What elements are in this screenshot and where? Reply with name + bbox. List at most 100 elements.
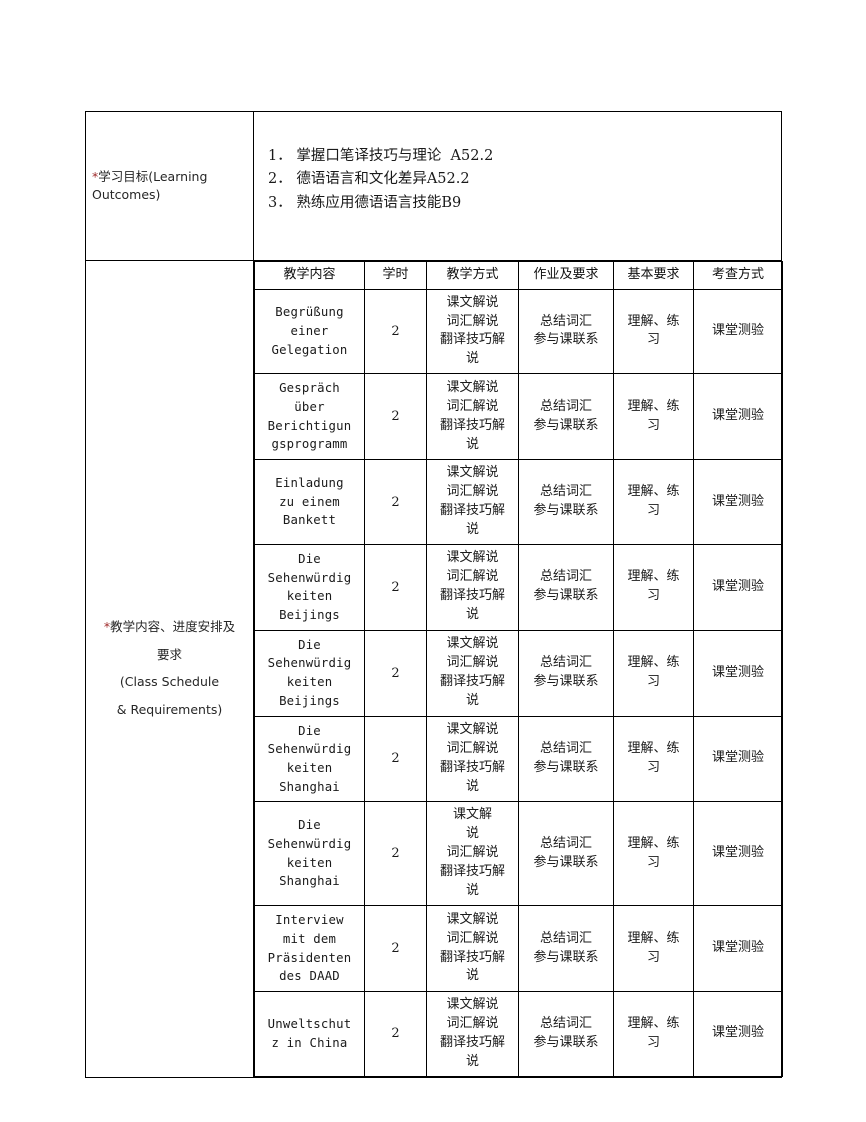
cell-topic-line: des DAAD [279,969,340,984]
cell-homework: 总结词汇 参与课联系 [518,801,614,907]
cell-method-line: 课文解说 [446,379,499,395]
cell-method-line: 翻译技巧解 [439,332,505,348]
cell-topic-line: Die [298,552,321,567]
syllabus-sheet: *学习目标(Learning Outcomes) 1． 掌握口笔译技巧与理论 A5… [85,111,783,1078]
cell-method-line: 课文解说 [446,294,499,310]
cell-assessment: 课堂测验 [693,629,783,717]
cell-topic-line: Einladung [275,476,344,491]
cell-homework: 总结词汇 参与课联系 [518,459,614,546]
cell-method-line: 说 [465,826,479,842]
cell-method-line: 说 [465,968,479,984]
cell-topic-line: Unweltschut [267,1017,352,1032]
cell-assessment-line: 课堂测验 [711,493,764,509]
cell-method-line: 翻译技巧解 [439,1034,505,1050]
cell-topic-line: z in China [271,1035,348,1050]
cell-assessment: 课堂测验 [693,459,783,546]
cell-assessment: 课堂测验 [693,905,783,992]
cell-topic: Einladung zu einem Bankett [254,459,365,546]
cell-requirement-line: 习 [646,588,660,604]
required-asterisk-icon: * [103,618,111,634]
column-header-topic: 教学内容 [254,261,365,290]
cell-assessment: 课堂测验 [693,715,783,803]
cell-requirement-line: 理解、练 [627,313,680,329]
cell-requirement-line: 习 [646,674,660,690]
class-schedule-row: *教学内容、进度安排及 要求 (Class Schedule & Require… [85,260,783,1078]
cell-topic: Die Sehenwürdig keiten Beijings [254,544,365,631]
column-header-assessment: 考查方式 [693,261,783,290]
cell-requirement: 理解、练习 [613,990,694,1077]
cell-requirement-line: 理解、练 [627,930,680,946]
cell-method-line: 翻译技巧解 [439,503,505,519]
cell-topic-line: Sehenwürdig [267,837,352,852]
cell-topic-line: keiten [286,589,333,604]
cell-homework: 总结词汇 参与课联系 [518,905,614,992]
cell-requirement-line: 理解、练 [627,484,680,500]
class-schedule-label-line1: *教学内容、进度安排及 [94,618,245,637]
schedule-row: Die Sehenwürdig keiten Beijings 2 课文解说 词汇解说 翻译技… [254,544,783,631]
cell-method-line: 翻译技巧解 [439,588,505,604]
cell-topic-line: Die [298,637,321,652]
cell-topic-line: Begrüßung [275,305,344,320]
cell-method-line: 说 [465,693,479,709]
cell-requirement-line: 习 [646,759,660,775]
learning-outcomes-label-line2: Outcomes) [92,187,161,202]
cell-method-line: 课文解说 [446,996,499,1012]
cell-hours: 2 [364,459,427,546]
cell-method-line: 说 [465,778,479,794]
cell-requirement-line: 习 [646,854,660,870]
cell-hours: 2 [364,801,427,907]
cell-assessment: 课堂测验 [693,544,783,631]
cell-method-line: 词汇解说 [446,398,499,414]
cell-method-line: 说 [465,351,479,367]
cell-homework-line: 总结词汇 [539,835,592,851]
cell-requirement: 理解、练习 [613,905,694,992]
cell-method-line: 说 [465,607,479,623]
schedule-row: Gespräch über Berichtigun gsprogramm 2 课文解说 词汇… [254,373,783,461]
cell-method-line: 说 [465,522,479,538]
class-schedule-content-cell: 教学内容 学时 教学方式 作业及要求 基本要求 考查方式 Begrüßung ei… [253,260,783,1078]
cell-homework-line: 参与课联系 [533,332,599,348]
cell-method: 课文解说词汇解说翻译技巧解说 [426,715,519,803]
cell-requirement-line: 习 [646,417,660,433]
cell-method: 课文解说词汇解说翻译技巧解说 [426,373,519,461]
cell-hours: 2 [364,905,427,992]
cell-requirement: 理解、练习 [613,288,694,375]
cell-homework-line: 总结词汇 [539,930,592,946]
cell-assessment-line: 课堂测验 [711,408,764,424]
cell-method-line: 翻译技巧解 [439,417,505,433]
learning-outcomes-content-cell: 1． 掌握口笔译技巧与理论 A52.2 2． 德语语言和文化差异A52.2 3．… [253,111,782,261]
cell-topic: Die Sehenwürdig keiten Beijings [254,629,365,717]
cell-homework: 总结词汇 参与课联系 [518,373,614,461]
learning-outcome-item: 3． 熟练应用德语语言技能B9 [268,194,462,211]
cell-requirement-line: 理解、练 [627,835,680,851]
cell-topic-line: Shanghai [279,874,340,889]
cell-requirement-line: 理解、练 [627,655,680,671]
cell-method-line: 课文解说 [446,550,499,566]
cell-method-line: 说 [465,1053,479,1069]
cell-assessment-line: 课堂测验 [711,578,764,594]
cell-method-line: 课文解 [452,807,492,823]
cell-hours: 2 [364,544,427,631]
cell-topic-line: Gespräch [279,381,340,396]
cell-assessment-line: 课堂测验 [711,845,764,861]
cell-hours: 2 [364,288,427,375]
schedule-body: Begrüßung einer Gelegation 2 课文解说 词汇解说 翻译技巧解说总… [254,288,783,1077]
cell-assessment: 课堂测验 [693,288,783,375]
cell-homework-line: 参与课联系 [533,854,599,870]
cell-homework-line: 参与课联系 [533,949,599,965]
cell-topic: Die Sehenwürdig keiten Shanghai [254,801,365,907]
cell-requirement-line: 习 [646,949,660,965]
cell-homework-line: 总结词汇 [539,655,592,671]
syllabus-table: *学习目标(Learning Outcomes) 1． 掌握口笔译技巧与理论 A5… [85,111,783,1078]
schedule-row: Begrüßung einer Gelegation 2 课文解说 词汇解说 翻译技巧解说总… [254,288,783,375]
cell-homework-line: 参与课联系 [533,503,599,519]
schedule-row: Einladung zu einem Bankett 2 课文解说 词汇解说 翻译技巧解说总… [254,459,783,546]
cell-method-line: 词汇解说 [446,845,499,861]
cell-assessment: 课堂测验 [693,801,783,907]
cell-method-line: 词汇解说 [446,484,499,500]
cell-method-line: 课文解说 [446,636,499,652]
cell-homework-line: 总结词汇 [539,313,592,329]
cell-homework-line: 参与课联系 [533,588,599,604]
column-header-method: 教学方式 [426,261,519,290]
learning-outcome-item: 1． 掌握口笔译技巧与理论 A52.2 [268,147,494,164]
